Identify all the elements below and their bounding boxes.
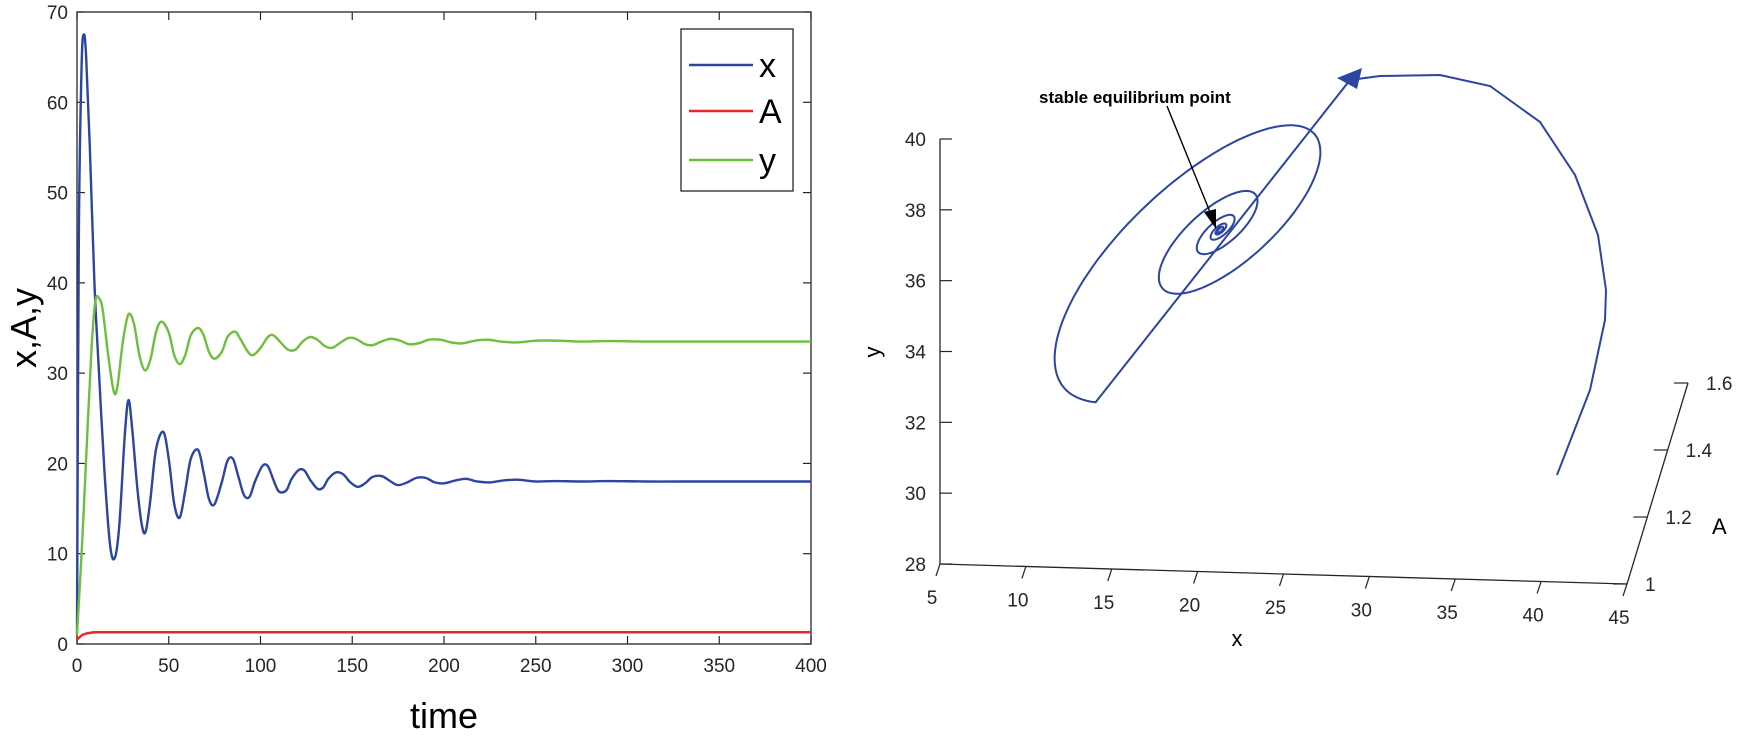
x-axis-label-3d: x: [1232, 626, 1243, 651]
series-line-A: [76, 630, 811, 641]
annotation: stable equilibrium point: [1039, 88, 1231, 229]
x-axis-ticks-3d: 5 10 15 20 25 30 35 40 45: [927, 563, 1630, 629]
y-tick-label: 40: [47, 274, 68, 295]
y-tick-label: 60: [47, 93, 68, 114]
y-tick-label: 10: [47, 545, 68, 566]
legend: x A y: [680, 28, 794, 192]
y-axis-ticks-3d: 28 30 32 34 36 38 40: [905, 130, 952, 576]
x-tick-label: 50: [158, 656, 179, 677]
x3d-tick-label: 10: [1007, 591, 1028, 612]
phase-portrait-3d: 5 10 15 20 25 30 35 40 45 28 30 32 34 36 38 40 1 1.2 1.4…: [860, 68, 1732, 651]
x-tick-label: 0: [72, 656, 83, 677]
y3d-tick-label: 28: [905, 555, 926, 576]
x3d-tick-mark: [1622, 583, 1628, 597]
y3d-tick-label: 40: [905, 130, 926, 151]
x-tick-label: 350: [703, 656, 735, 677]
x-tick-label: 300: [612, 656, 644, 677]
y-tick-label: 20: [47, 454, 68, 475]
y-tick-label: 0: [57, 635, 68, 656]
z-axis-label-3d: A: [1712, 514, 1727, 539]
series-line-y: [75, 294, 811, 636]
x3d-tick-label: 20: [1179, 596, 1200, 617]
x3d-tick-label: 25: [1265, 598, 1286, 619]
x-tick-label: 400: [795, 656, 827, 677]
direction-arrow: [1337, 68, 1362, 89]
z3d-tick-label: 1: [1645, 575, 1656, 596]
y3d-tick-label: 34: [905, 343, 927, 364]
legend-label-A: A: [759, 93, 782, 131]
x-axis-label: time: [410, 695, 478, 736]
y-tick-label: 50: [47, 184, 68, 205]
x3d-tick-mark: [1364, 576, 1370, 589]
z3d-tick-label: 1.6: [1706, 374, 1732, 395]
x3d-tick-label: 30: [1351, 601, 1372, 622]
legend-label-x: x: [759, 47, 776, 85]
annotation-arrow-line: [1166, 105, 1213, 218]
y-tick-label: 70: [47, 3, 68, 24]
y3d-tick-label: 30: [905, 484, 926, 505]
trajectory-line: [1053, 73, 1608, 476]
x-tick-label: 200: [428, 656, 460, 677]
x3d-tick-label: 45: [1608, 608, 1629, 629]
y3d-tick-label: 36: [905, 272, 926, 293]
x3d-tick-label: 15: [1093, 593, 1114, 614]
y3d-tick-label: 32: [905, 413, 926, 434]
y-axis-label-3d: y: [860, 347, 885, 358]
x3d-tick-mark: [1278, 573, 1285, 587]
annotation-text: stable equilibrium point: [1039, 88, 1231, 107]
x-tick-label: 250: [520, 656, 552, 677]
x-tick-label: 150: [336, 656, 368, 677]
y3d-tick-label: 38: [905, 201, 926, 222]
x-tick-label: 100: [245, 656, 277, 677]
x3d-tick-label: 40: [1523, 606, 1544, 627]
y-tick-label: 30: [47, 364, 68, 385]
y-axis-label: x,A,y: [3, 288, 44, 368]
x3d-tick-mark: [935, 563, 941, 577]
x3d-tick-mark: [1450, 578, 1456, 592]
x3d-tick-mark: [1021, 566, 1027, 579]
series-line-x: [75, 33, 811, 635]
x3d-tick-mark: [1193, 571, 1199, 584]
time-series-chart: 0 50 100 150 200 250 300 350 400 0 10 20 30 40 50 60 70…: [3, 3, 827, 736]
z-axis-ticks-3d: 1 1.2 1.4 1.6: [1613, 374, 1732, 596]
z-axis-line: [1626, 382, 1689, 585]
time-series-lines: [75, 33, 811, 641]
z3d-tick-label: 1.2: [1665, 508, 1691, 529]
x-axis-ticks: 0 50 100 150 200 250 300 350 400: [72, 12, 827, 677]
x3d-tick-mark: [1107, 568, 1113, 582]
x3d-tick-mark: [1536, 581, 1542, 594]
y-axis-ticks: 0 10 20 30 40 50 60 70: [47, 3, 811, 656]
z3d-tick-label: 1.4: [1686, 441, 1713, 462]
legend-label-y: y: [759, 142, 776, 180]
x3d-tick-label: 35: [1437, 603, 1458, 624]
annotation-arrowhead: [1204, 209, 1216, 229]
x3d-tick-label: 5: [927, 588, 938, 609]
